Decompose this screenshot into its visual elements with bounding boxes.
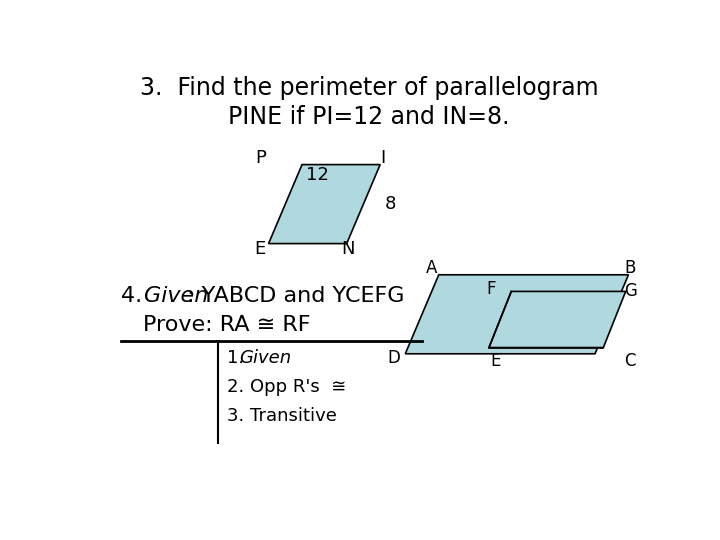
Text: N: N [341,240,355,258]
Text: D: D [387,349,400,367]
Text: Prove: RA ≅ RF: Prove: RA ≅ RF [143,315,310,335]
Polygon shape [489,292,626,348]
Text: 3.  Find the perimeter of parallelogram: 3. Find the perimeter of parallelogram [140,76,598,100]
Text: C: C [624,352,636,370]
Text: : YABCD and YCEFG: : YABCD and YCEFG [186,286,404,306]
Text: G: G [624,282,636,300]
Text: 3. Transitive: 3. Transitive [227,407,336,425]
Text: I: I [380,150,386,167]
Text: A: A [426,259,437,276]
Text: B: B [624,259,636,276]
Text: 2. Opp R's  ≅: 2. Opp R's ≅ [227,378,346,396]
Text: 12: 12 [306,166,329,184]
Polygon shape [405,275,629,354]
Text: F: F [486,280,495,298]
Polygon shape [269,165,380,244]
Text: E: E [255,240,266,258]
Text: Given: Given [144,286,209,306]
Text: PINE if PI=12 and IN=8.: PINE if PI=12 and IN=8. [228,105,510,129]
Text: Given: Given [239,349,291,367]
Text: 8: 8 [384,195,396,213]
Text: 4.: 4. [121,286,149,306]
Text: P: P [255,150,266,167]
Text: 1.: 1. [227,349,244,367]
Text: E: E [490,352,500,370]
